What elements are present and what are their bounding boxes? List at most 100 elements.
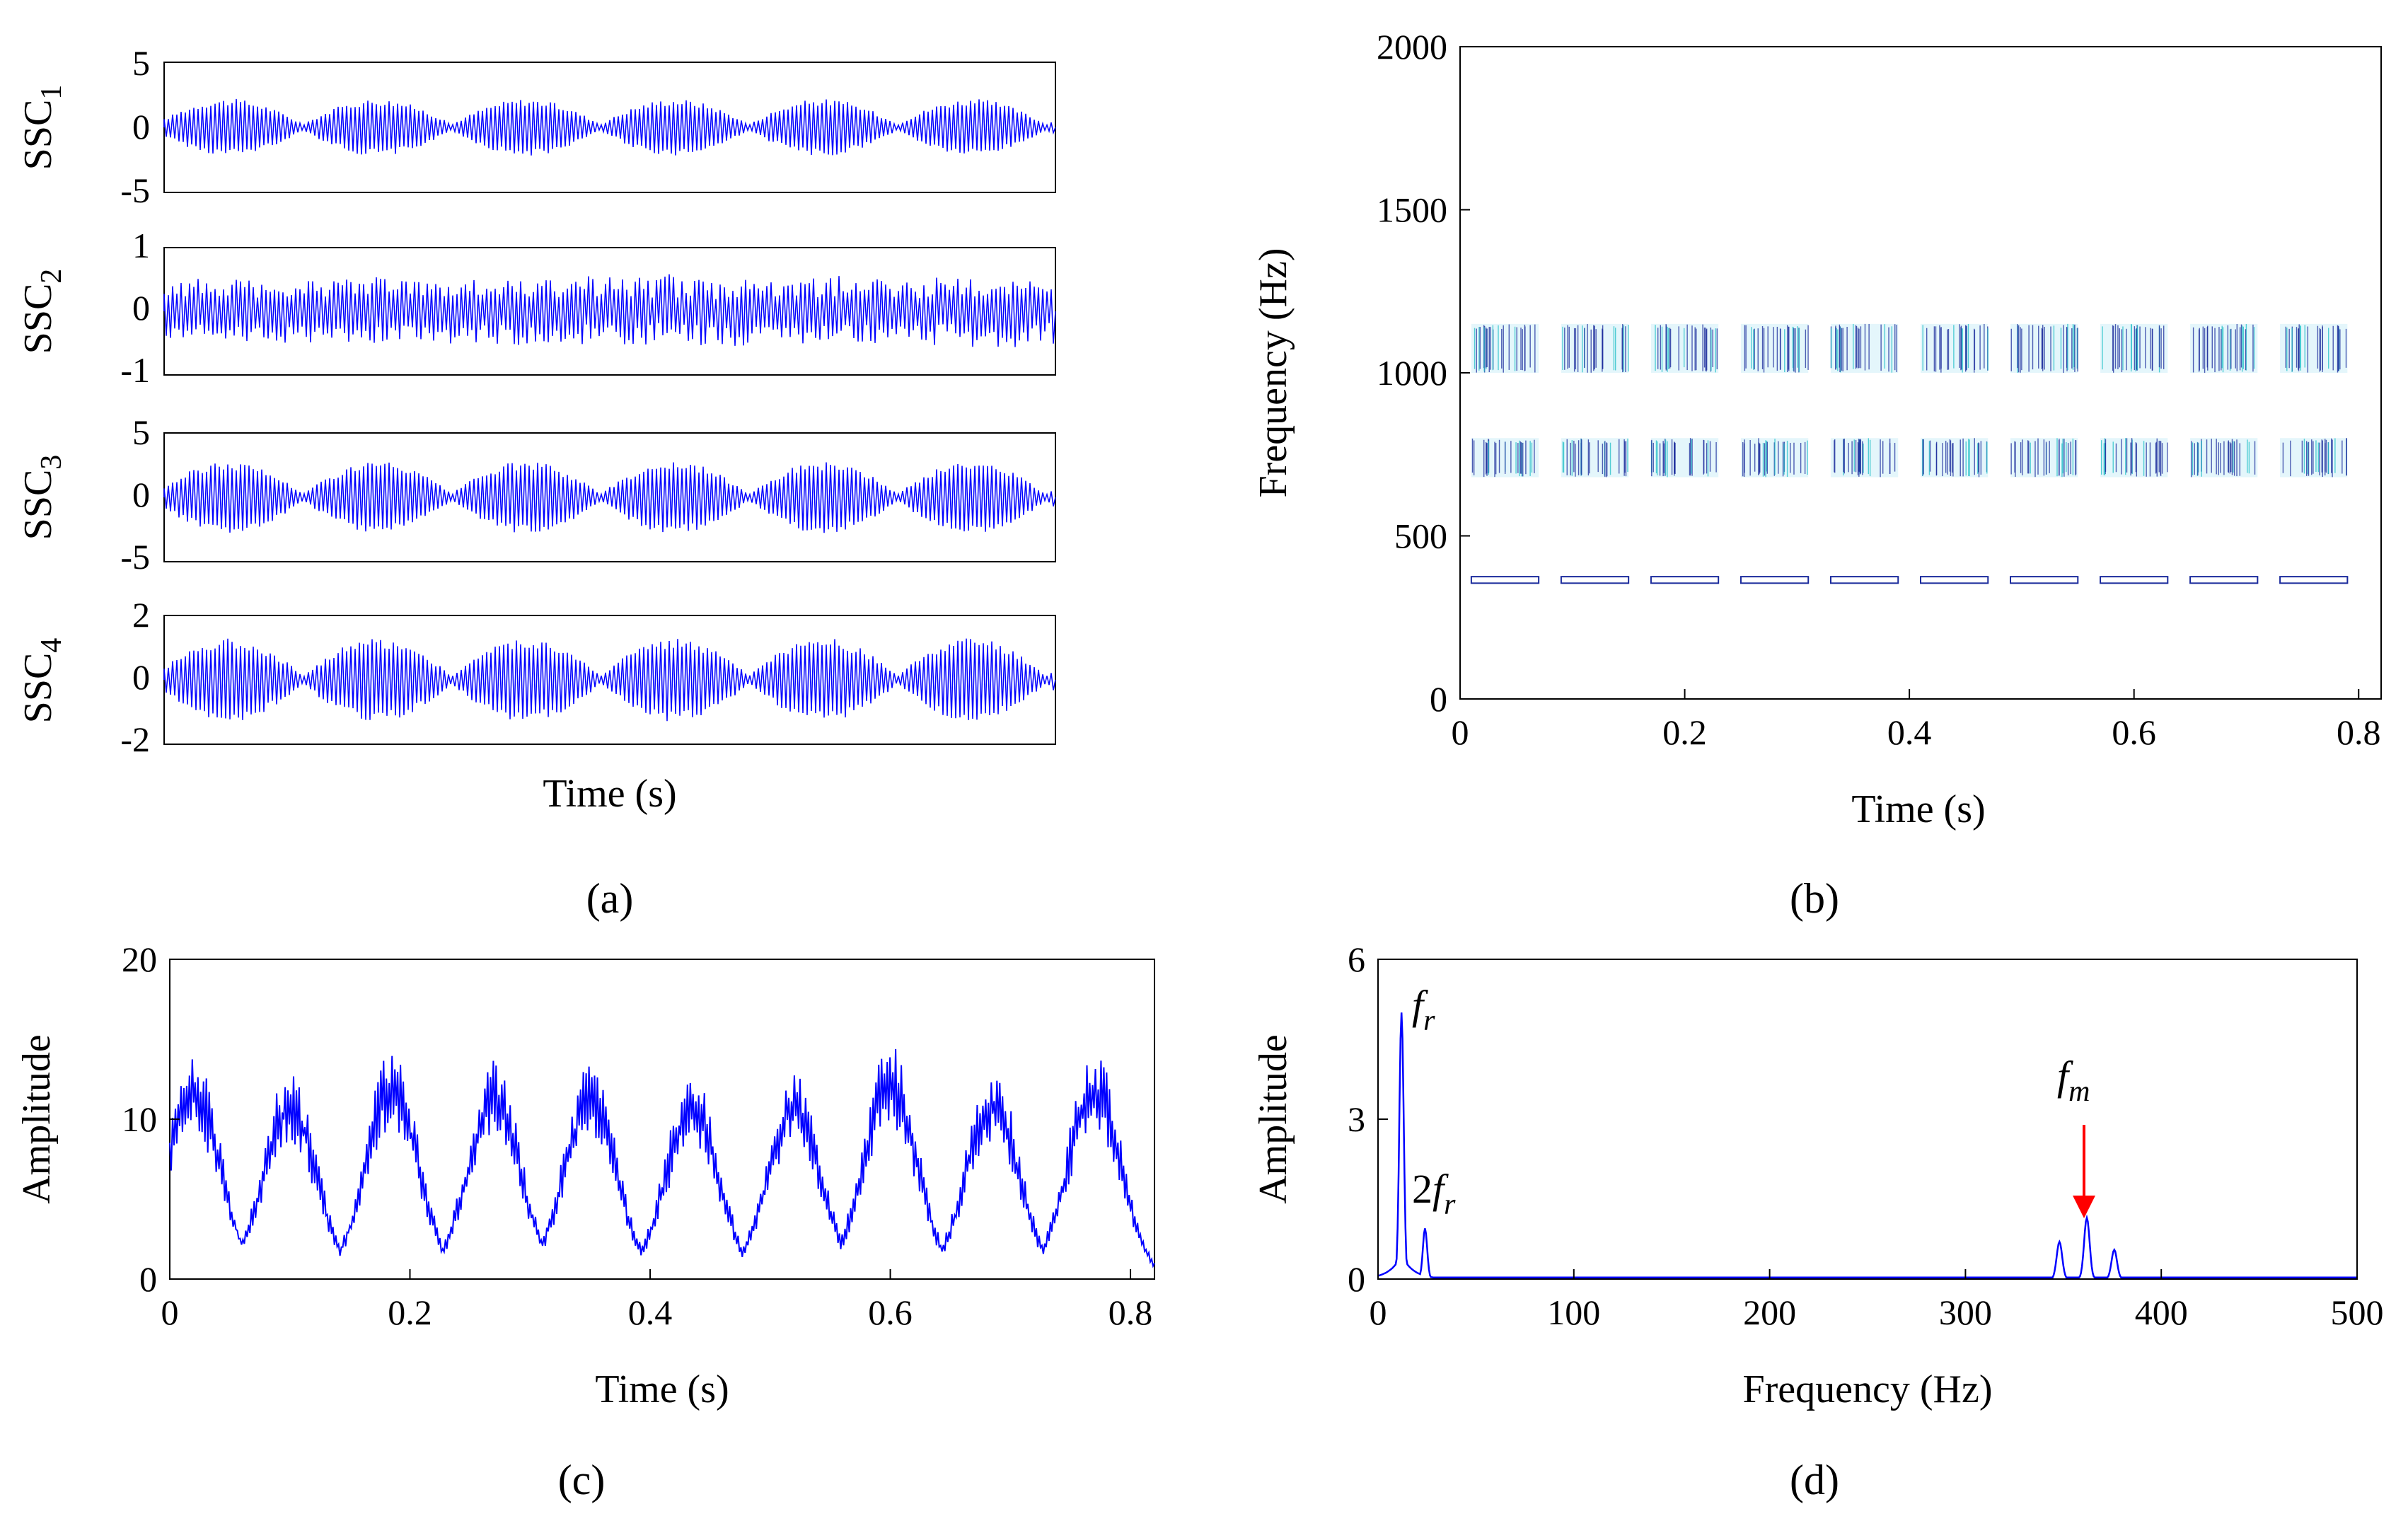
b-burst-cell xyxy=(1921,438,1989,478)
d-xtick-label: 200 xyxy=(1743,1292,1796,1332)
b-burst-cell xyxy=(1561,438,1629,478)
b-burst-cell xyxy=(2280,323,2348,373)
a-sub1-signal xyxy=(163,98,1056,156)
d-xtick-label: 300 xyxy=(1939,1292,1992,1332)
b-low-band xyxy=(2100,576,2169,584)
annotation-fr: fr xyxy=(1412,982,1435,1037)
a-sub2-ylabel: SSC2 xyxy=(16,269,68,354)
fm-arrow-head xyxy=(2073,1196,2095,1218)
b-ytick-label: 500 xyxy=(1394,516,1447,556)
a-sub4-ytick-top: 2 xyxy=(132,595,150,635)
c-xtick-label: 0.6 xyxy=(868,1292,913,1332)
b-burst-cell xyxy=(2100,323,2168,373)
d-xtick-label: 100 xyxy=(1547,1292,1600,1332)
b-low-band xyxy=(2279,576,2349,584)
a-sub2-ytick-top: 1 xyxy=(132,226,150,265)
panel-label-d: (d) xyxy=(1790,1457,1839,1503)
b-burst-cell xyxy=(1830,438,1899,478)
b-xtick-label: 0.2 xyxy=(1662,712,1707,752)
c-ytick-label: 0 xyxy=(139,1259,157,1299)
a-sub1-ytick-mid: 0 xyxy=(132,107,150,146)
annotation-fm: fm xyxy=(2057,1053,2090,1108)
d-xtick-label: 0 xyxy=(1370,1292,1387,1332)
b-xlabel: Time (s) xyxy=(1851,787,1985,831)
a-sub1-frame xyxy=(163,62,1056,193)
a-sub2-ytick-mid: 0 xyxy=(132,288,150,328)
b-burst-cell xyxy=(2190,323,2258,373)
a-signal-trace xyxy=(163,462,1056,533)
b-burst-cell xyxy=(1921,323,1989,373)
a-sub1-ytick-bot: -5 xyxy=(120,170,150,210)
b-ytick-label: 1000 xyxy=(1377,353,1447,393)
a-sub4-ytick-mid: 0 xyxy=(132,657,150,697)
a-sub3-ytick-top: 5 xyxy=(132,412,150,452)
b-low-band xyxy=(1650,576,1720,584)
b-ytick-label: 1500 xyxy=(1377,190,1447,230)
panel-label-b: (b) xyxy=(1790,875,1839,922)
a-sub3-frame xyxy=(163,432,1056,562)
d-xlabel: Frequency (Hz) xyxy=(1743,1367,1993,1411)
b-burst-cell xyxy=(1650,438,1719,478)
d-xtick-label: 500 xyxy=(2331,1292,2384,1332)
b-burst-cell xyxy=(1471,323,1539,373)
b-burst-cell xyxy=(2280,438,2348,478)
c-axis-ticks: 0 0.2 0.4 0.6 0.8 20 10 0 xyxy=(122,939,1152,1332)
a-signal-trace xyxy=(163,638,1056,722)
panel-a: 5 0 -5 SSC1 1 0 -1 SSC2 5 0 -5 SSC3 2 0 … xyxy=(16,43,1056,922)
c-xtick-label: 0 xyxy=(161,1292,179,1332)
a-sub3-ytick-mid: 0 xyxy=(132,475,150,514)
b-ytick-label: 2000 xyxy=(1377,27,1447,66)
b-low-band xyxy=(2189,576,2259,584)
d-axis-ticks: 0 100 200 300 400 500 6 3 0 xyxy=(1348,939,2384,1332)
a-sub3-signal xyxy=(163,462,1056,533)
a-sub4-frame xyxy=(163,615,1056,745)
b-low-band xyxy=(1470,576,1540,584)
d-ytick-label: 0 xyxy=(1348,1259,1365,1299)
b-low-band xyxy=(1920,576,1989,584)
c-ytick-label: 10 xyxy=(122,1099,157,1139)
b-burst-cell xyxy=(2100,438,2168,478)
panel-b: 0 0.2 0.4 0.6 0.8 2000 1500 1000 500 0 Frequency … xyxy=(1251,27,2382,922)
b-burst-cell xyxy=(1650,323,1719,373)
d-ytick-label: 6 xyxy=(1348,939,1365,979)
a-signal-trace xyxy=(163,274,1056,347)
a-sub2-frame xyxy=(163,247,1056,376)
d-frame xyxy=(1377,959,2358,1280)
d-spectrum-line xyxy=(1377,1012,2357,1278)
a-signal-trace xyxy=(163,98,1056,156)
panel-d: 0 100 200 300 400 500 6 3 0 Amplitude Frequency … xyxy=(1251,939,2384,1503)
a-sub4-ytick-bot: -2 xyxy=(120,719,150,759)
b-ylabel: Frequency (Hz) xyxy=(1251,248,1295,498)
a-sub2-ytick-bot: -1 xyxy=(120,350,150,390)
a-sub3-ylabel: SSC3 xyxy=(16,455,68,540)
b-xtick-label: 0.8 xyxy=(2337,712,2381,752)
a-sub1-ytick-top: 5 xyxy=(132,43,150,83)
c-xtick-label: 0.4 xyxy=(628,1292,673,1332)
b-low-band xyxy=(1740,576,1810,584)
b-low-band xyxy=(1560,576,1630,584)
panel-label-a: (a) xyxy=(586,875,634,922)
c-xtick-label: 0.2 xyxy=(388,1292,432,1332)
a-sub1-ylabel: SSC1 xyxy=(16,85,68,170)
panel-label-c: (c) xyxy=(558,1457,606,1503)
d-xtick-label: 400 xyxy=(2135,1292,2188,1332)
b-xtick-label: 0 xyxy=(1452,712,1469,752)
b-xtick-label: 0.6 xyxy=(2112,712,2156,752)
b-low-band xyxy=(2010,576,2079,584)
c-ylabel: Amplitude xyxy=(15,1034,59,1204)
panel-c: 0 0.2 0.4 0.6 0.8 20 10 0 Amplitude Time (s) (c… xyxy=(15,939,1155,1503)
b-spectrogram xyxy=(1470,323,2349,584)
b-ytick-label: 0 xyxy=(1430,679,1447,719)
d-ytick-label: 3 xyxy=(1348,1099,1365,1139)
a-sub4-ylabel: SSC4 xyxy=(16,638,68,724)
a-sub4-signal xyxy=(163,638,1056,722)
b-xtick-label: 0.4 xyxy=(1887,712,1932,752)
a-xlabel: Time (s) xyxy=(543,772,676,816)
b-axis-ticks: 0 0.2 0.4 0.6 0.8 2000 1500 1000 500 0 xyxy=(1377,27,2380,752)
c-xlabel: Time (s) xyxy=(595,1367,729,1411)
c-xtick-label: 0.8 xyxy=(1109,1292,1153,1332)
a-sub2-signal xyxy=(163,274,1056,347)
c-frame xyxy=(169,959,1155,1280)
c-ytick-label: 20 xyxy=(122,939,157,979)
